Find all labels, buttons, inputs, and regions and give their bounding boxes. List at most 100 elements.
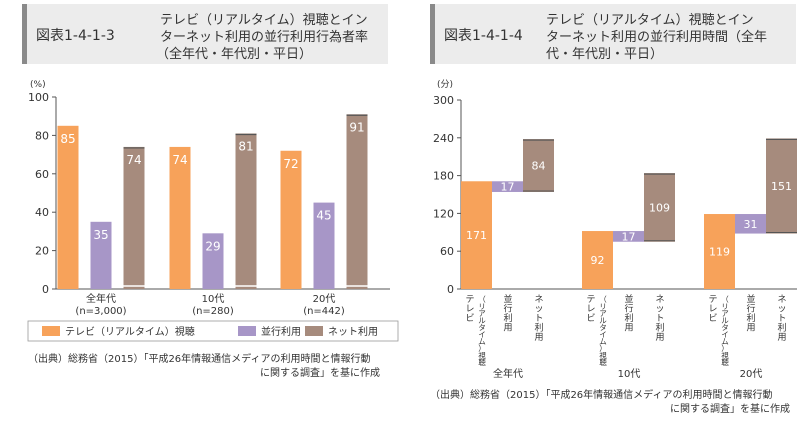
right-y-tick-label: 0 [447, 283, 454, 296]
right-y-tick-label: 240 [433, 132, 454, 145]
right-x-label-char: リ [478, 302, 486, 311]
right-title-line-3: 代・年代別・平日） [546, 47, 663, 62]
right-x-label-char: ネ [655, 294, 664, 305]
right-x-label-char: ビ [586, 313, 595, 324]
left-bar-value-label: 29 [205, 239, 220, 253]
right-x-label-char: 用 [503, 323, 512, 334]
left-x-label-group: 10代 [202, 293, 225, 305]
right-y-tick-label: 300 [433, 94, 454, 107]
right-x-label-char: ア [478, 309, 486, 318]
right-x-label-char: 利 [624, 312, 633, 324]
right-x-label-char: （ [721, 295, 729, 304]
right-bar-concurrent [613, 231, 644, 242]
left-bar-value-label: 74 [172, 153, 187, 167]
left-x-labels: 全年代(n=3,000) 10代(n=280) 20代(n=442) [75, 292, 344, 317]
right-x-label-char: ム [478, 337, 486, 346]
right-x-label-char: ネ [777, 294, 786, 305]
right-x-label-char: ル [478, 316, 486, 325]
legend-label-net: ネット利用 [328, 326, 378, 338]
right-x-label-char: ム [721, 337, 729, 346]
right-x-label-char: テ [586, 294, 595, 305]
left-bar-value-label: 85 [60, 132, 75, 146]
legend-swatch-concurrent [238, 326, 256, 336]
right-x-label-char: ル [599, 316, 607, 325]
legend-swatch-net [305, 326, 323, 336]
left-y-tick-label: 0 [42, 283, 49, 296]
right-x-label-char: 用 [624, 323, 633, 334]
right-x-label-char: 用 [655, 332, 664, 343]
left-bar-tv [57, 125, 79, 289]
right-bar-value-label: 31 [744, 218, 758, 231]
left-bar-value-label: 72 [283, 157, 298, 171]
left-header-bg [22, 4, 388, 64]
right-source-line-1: （出典）総務省（2015）「平成26年情報通信メディアの利用時間と情報行動 [430, 388, 772, 401]
right-x-label-char: タ [599, 323, 607, 332]
right-x-label-char: ネ [534, 294, 543, 305]
right-title-line-2: ターネット利用の並行利用時間（全年 [546, 29, 767, 45]
right-bar-value-label: 119 [709, 246, 730, 259]
right-x-label-char: イ [478, 330, 486, 339]
right-x-label-char: テ [465, 294, 474, 305]
right-bar-net [523, 139, 554, 192]
left-title-line-2: ターネット利用の並行利用行為者率 [160, 29, 368, 45]
left-header: 図表1-4-1-3 テレビ（リアルタイム）視聴とイン ターネット利用の並行利用行… [22, 4, 388, 64]
left-bar-net [235, 133, 257, 289]
right-bar-concurrent [735, 214, 766, 234]
left-bar-concurrent [202, 233, 224, 289]
right-x-label-char: 聴 [599, 358, 607, 367]
right-y-tick-label: 60 [440, 245, 454, 258]
right-x-label-char: 視 [721, 351, 729, 360]
left-y-unit: (%) [30, 80, 46, 90]
left-bar-net [123, 146, 145, 289]
right-x-label-char: ル [721, 316, 729, 325]
right-x-label-char: 行 [503, 303, 512, 315]
right-x-label-char: タ [478, 323, 486, 332]
left-title-line-1: テレビ（リアルタイム）視聴とイン [160, 13, 368, 28]
right-x-label-char: 利 [777, 322, 786, 334]
right-x-label-char: ッ [534, 305, 543, 315]
left-x-label-sample: (n=280) [192, 306, 234, 317]
right-x-label-char: レ [708, 305, 717, 315]
right-x-group-label: 全年代 [493, 367, 523, 380]
left-y-tick-label: 80 [35, 129, 49, 142]
right-x-label-char: ム [599, 337, 607, 346]
right-x-label-char: リ [599, 302, 607, 311]
left-x-label-sample: (n=3,000) [75, 306, 126, 317]
right-x-label-char: 行 [746, 303, 755, 315]
right-x-label-char: 視 [599, 351, 607, 360]
right-bars: 171 17 84 92 17 109 119 31 151 [461, 138, 797, 289]
left-title-line-3: （全年代・年代別・平日） [156, 46, 312, 62]
right-bar-value-label: 171 [466, 229, 487, 242]
right-y-unit: (分) [437, 79, 453, 90]
left-figure-id: 図表1-4-1-3 [36, 28, 115, 44]
right-x-label-char: ビ [465, 313, 474, 324]
right-x-label-char: 行 [624, 303, 633, 315]
left-bar-net [346, 114, 368, 289]
right-bar-value-label: 17 [501, 181, 515, 194]
right-bar-value-label: 84 [532, 160, 546, 173]
right-x-label-char: レ [465, 305, 474, 315]
right-x-label-char: イ [599, 330, 607, 339]
right-x-label-char: ッ [777, 305, 786, 315]
right-x-label-char: イ [721, 330, 729, 339]
left-x-label-sample: (n=442) [303, 306, 345, 317]
left-x-label-group: 全年代 [86, 292, 116, 305]
right-x-label-char: 利 [503, 312, 512, 324]
right-x-label-char: テ [708, 294, 717, 305]
left-legend-box [27, 320, 399, 342]
left-bar-concurrent [90, 221, 112, 289]
right-x-label-char: 並 [624, 293, 633, 305]
right-x-label-char: ア [599, 309, 607, 318]
left-bar-value-label: 35 [93, 228, 108, 242]
right-x-label-char: 利 [534, 322, 543, 334]
right-x-label-char: ） [478, 344, 486, 353]
left-bar-value-label: 45 [316, 209, 331, 223]
right-bar-value-label: 92 [591, 254, 605, 267]
left-bar-tv [169, 146, 191, 289]
right-x-label-char: ） [721, 344, 729, 353]
left-source-line-2: に関する調査」を基に作成 [260, 366, 380, 379]
left-bar-value-label: 91 [349, 120, 364, 134]
left-bar-concurrent [313, 202, 335, 289]
right-x-label-char: ト [655, 314, 664, 324]
